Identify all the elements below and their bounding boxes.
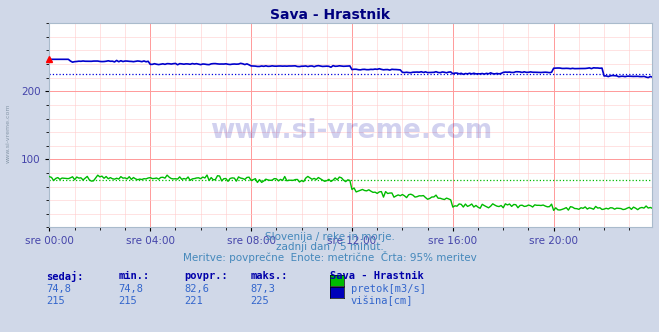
Text: maks.:: maks.: [250, 271, 288, 281]
Text: 225: 225 [250, 296, 269, 306]
Text: povpr.:: povpr.: [185, 271, 228, 281]
Text: pretok[m3/s]: pretok[m3/s] [351, 284, 426, 294]
Text: 221: 221 [185, 296, 203, 306]
Text: Sava - Hrastnik: Sava - Hrastnik [330, 271, 423, 281]
Text: zadnji dan / 5 minut.: zadnji dan / 5 minut. [275, 242, 384, 252]
Text: 87,3: 87,3 [250, 284, 275, 294]
Text: sedaj:: sedaj: [46, 271, 84, 282]
Text: 215: 215 [46, 296, 65, 306]
Text: višina[cm]: višina[cm] [351, 296, 413, 306]
Text: www.si-vreme.com: www.si-vreme.com [5, 103, 11, 163]
Text: Slovenija / reke in morje.: Slovenija / reke in morje. [264, 232, 395, 242]
Text: Meritve: povprečne  Enote: metrične  Črta: 95% meritev: Meritve: povprečne Enote: metrične Črta:… [183, 251, 476, 263]
Text: 74,8: 74,8 [46, 284, 71, 294]
Text: www.si-vreme.com: www.si-vreme.com [210, 119, 492, 144]
Text: 82,6: 82,6 [185, 284, 210, 294]
Text: min.:: min.: [119, 271, 150, 281]
Text: 215: 215 [119, 296, 137, 306]
Text: 74,8: 74,8 [119, 284, 144, 294]
Text: Sava - Hrastnik: Sava - Hrastnik [270, 8, 389, 22]
